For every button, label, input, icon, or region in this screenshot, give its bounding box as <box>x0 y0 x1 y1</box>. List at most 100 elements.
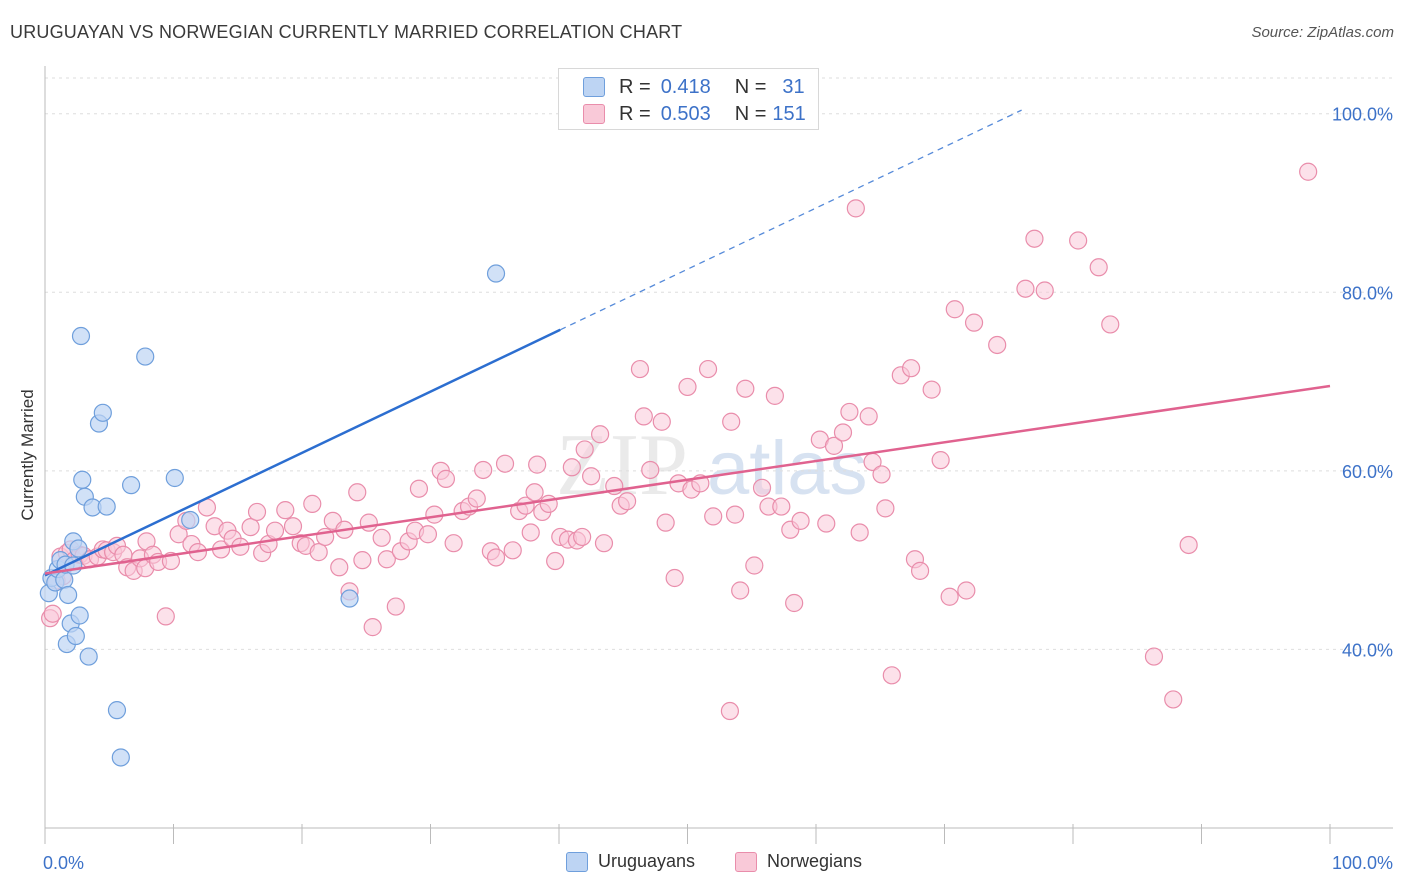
norwegians-swatch <box>583 104 605 124</box>
y-tick-label: 40.0% <box>1342 640 1393 660</box>
stats-legend: R = 0.418 N = 31 R = 0.503 N = 151 <box>558 68 819 130</box>
norwegian-point <box>573 527 592 547</box>
norwegian-point <box>957 581 976 600</box>
uruguayans-trend-line <box>44 328 561 577</box>
bottom-legend-norwegians[interactable]: Norwegians <box>735 851 862 872</box>
norwegian-point <box>377 550 396 569</box>
norwegian-point <box>283 517 303 536</box>
uruguayan-point <box>73 470 92 489</box>
uruguayan-point <box>59 585 78 605</box>
axes <box>44 66 1393 844</box>
bottom-legend-uruguayans[interactable]: Uruguayans <box>566 851 695 872</box>
norwegian-point <box>850 523 869 542</box>
uruguayan-point <box>93 403 112 422</box>
norwegian-point <box>1164 690 1183 709</box>
uruguayan-point <box>70 606 89 625</box>
norwegian-point <box>594 534 614 553</box>
norwegian-point <box>169 525 188 544</box>
norwegian-point <box>922 380 941 399</box>
x-tick-label: 0.0% <box>43 853 84 873</box>
norwegian-point <box>43 604 62 623</box>
norwegian-point <box>1025 229 1044 248</box>
norwegian-point <box>910 561 930 580</box>
norwegian-point <box>840 402 859 422</box>
norwegian-point <box>309 543 328 562</box>
norwegian-point <box>1016 279 1035 298</box>
norwegian-point <box>1069 231 1088 250</box>
n-value: 31 <box>782 75 805 98</box>
n-value: 151 <box>772 102 806 125</box>
norwegian-point <box>353 551 372 570</box>
norwegian-point <box>1089 258 1108 277</box>
y-tick-label: 100.0% <box>1332 105 1393 125</box>
norwegian-point <box>156 607 175 626</box>
y-tick-label: 80.0% <box>1342 283 1393 303</box>
norwegian-point <box>641 460 660 480</box>
norwegian-point <box>409 479 429 498</box>
norwegian-point <box>562 458 581 477</box>
norwegian-point <box>1144 647 1164 666</box>
trend-lines <box>44 109 1331 577</box>
norwegian-point <box>436 469 456 488</box>
norwegian-point <box>859 407 878 426</box>
uruguayans-legend-label: Uruguayans <box>598 851 696 871</box>
norwegian-point <box>772 497 791 516</box>
norwegian-point <box>765 386 784 405</box>
uruguayan-point <box>136 347 155 366</box>
y-tick-label: 60.0% <box>1342 462 1393 482</box>
norwegian-point <box>363 618 382 637</box>
norwegian-point <box>872 465 891 484</box>
norwegian-point <box>503 541 522 560</box>
norwegians-legend-label: Norwegians <box>767 851 863 871</box>
norwegian-point <box>634 407 653 426</box>
norwegian-point <box>474 460 493 480</box>
norwegian-point <box>582 467 601 486</box>
norwegian-point <box>722 412 741 431</box>
norwegian-point <box>241 518 260 537</box>
norwegian-point <box>725 505 745 524</box>
uruguayan-point <box>69 539 88 558</box>
norwegian-point <box>698 359 718 379</box>
norwegian-point <box>1101 315 1120 334</box>
norwegian-point <box>444 534 463 553</box>
norwegian-point <box>521 523 540 542</box>
n-label: N = <box>734 102 767 125</box>
norwegian-point <box>817 514 836 533</box>
norwegian-point <box>265 521 285 540</box>
norwegian-point <box>882 666 901 685</box>
grid-lines <box>45 77 1393 650</box>
norwegian-point <box>901 359 921 378</box>
x-tick-label: 100.0% <box>1332 853 1393 873</box>
norwegian-point <box>330 558 349 577</box>
norwegian-point <box>678 377 697 397</box>
uruguayan-point <box>79 647 98 666</box>
norwegian-point <box>846 199 865 218</box>
norwegian-point <box>467 489 486 508</box>
norwegian-point <box>1035 281 1054 300</box>
uruguayan-point <box>121 476 141 495</box>
norwegian-point <box>731 581 750 600</box>
norwegians-trend-line <box>44 384 1331 575</box>
norwegian-point <box>745 556 764 575</box>
norwegian-point <box>486 548 506 567</box>
norwegian-point <box>876 499 895 518</box>
norwegian-point <box>752 478 772 497</box>
norwegian-point <box>303 494 322 513</box>
norwegian-point <box>418 525 438 544</box>
norwegian-point <box>931 451 950 470</box>
r-label: R = <box>619 102 651 125</box>
norwegian-point <box>276 501 295 520</box>
norwegian-point <box>528 455 547 474</box>
uruguayans-trend-extension <box>560 109 1022 331</box>
norwegian-point <box>546 551 565 571</box>
n-label: N = <box>734 75 767 98</box>
uruguayan-point <box>165 468 184 488</box>
norwegian-point <box>824 436 844 455</box>
uruguayan-point <box>486 264 506 283</box>
uruguayan-point <box>340 589 359 608</box>
norwegian-point <box>785 593 804 613</box>
norwegian-point <box>652 412 671 431</box>
norwegian-point <box>372 528 391 547</box>
norwegian-point <box>736 379 755 398</box>
